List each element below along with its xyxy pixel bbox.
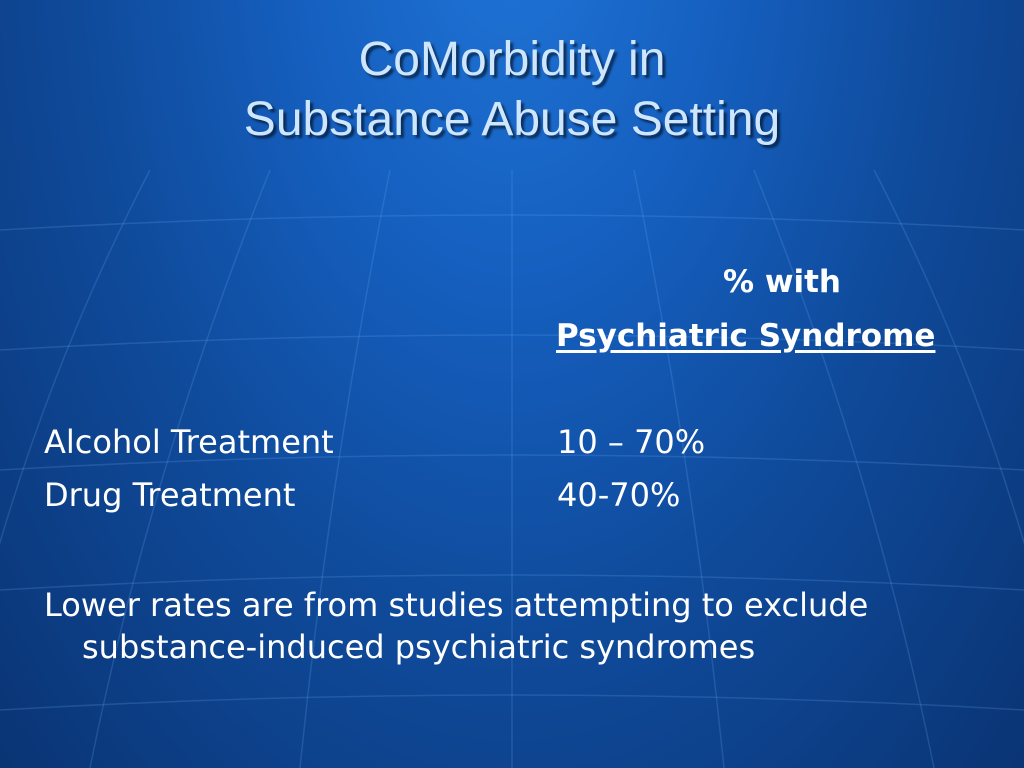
row-label-drug-treatment: Drug Treatment [44, 476, 296, 514]
row-value-alcohol-treatment: 10 – 70% [557, 423, 706, 461]
footnote-line1: Lower rates are from studies attempting … [44, 586, 869, 624]
column-header-line1: % with [722, 264, 841, 300]
row-value-drug-treatment: 40-70% [557, 476, 681, 514]
footnote: Lower rates are from studies attempting … [44, 584, 1014, 668]
slide-title-line2: Substance Abuse Setting [243, 93, 781, 146]
column-header-line2: Psychiatric Syndrome [556, 318, 936, 354]
slide-title: CoMorbidity in Substance Abuse Setting [0, 30, 1024, 150]
footnote-line2: substance-induced psychiatric syndromes [82, 628, 756, 666]
slide-title-line1: CoMorbidity in [358, 33, 666, 86]
row-label-alcohol-treatment: Alcohol Treatment [44, 423, 334, 461]
